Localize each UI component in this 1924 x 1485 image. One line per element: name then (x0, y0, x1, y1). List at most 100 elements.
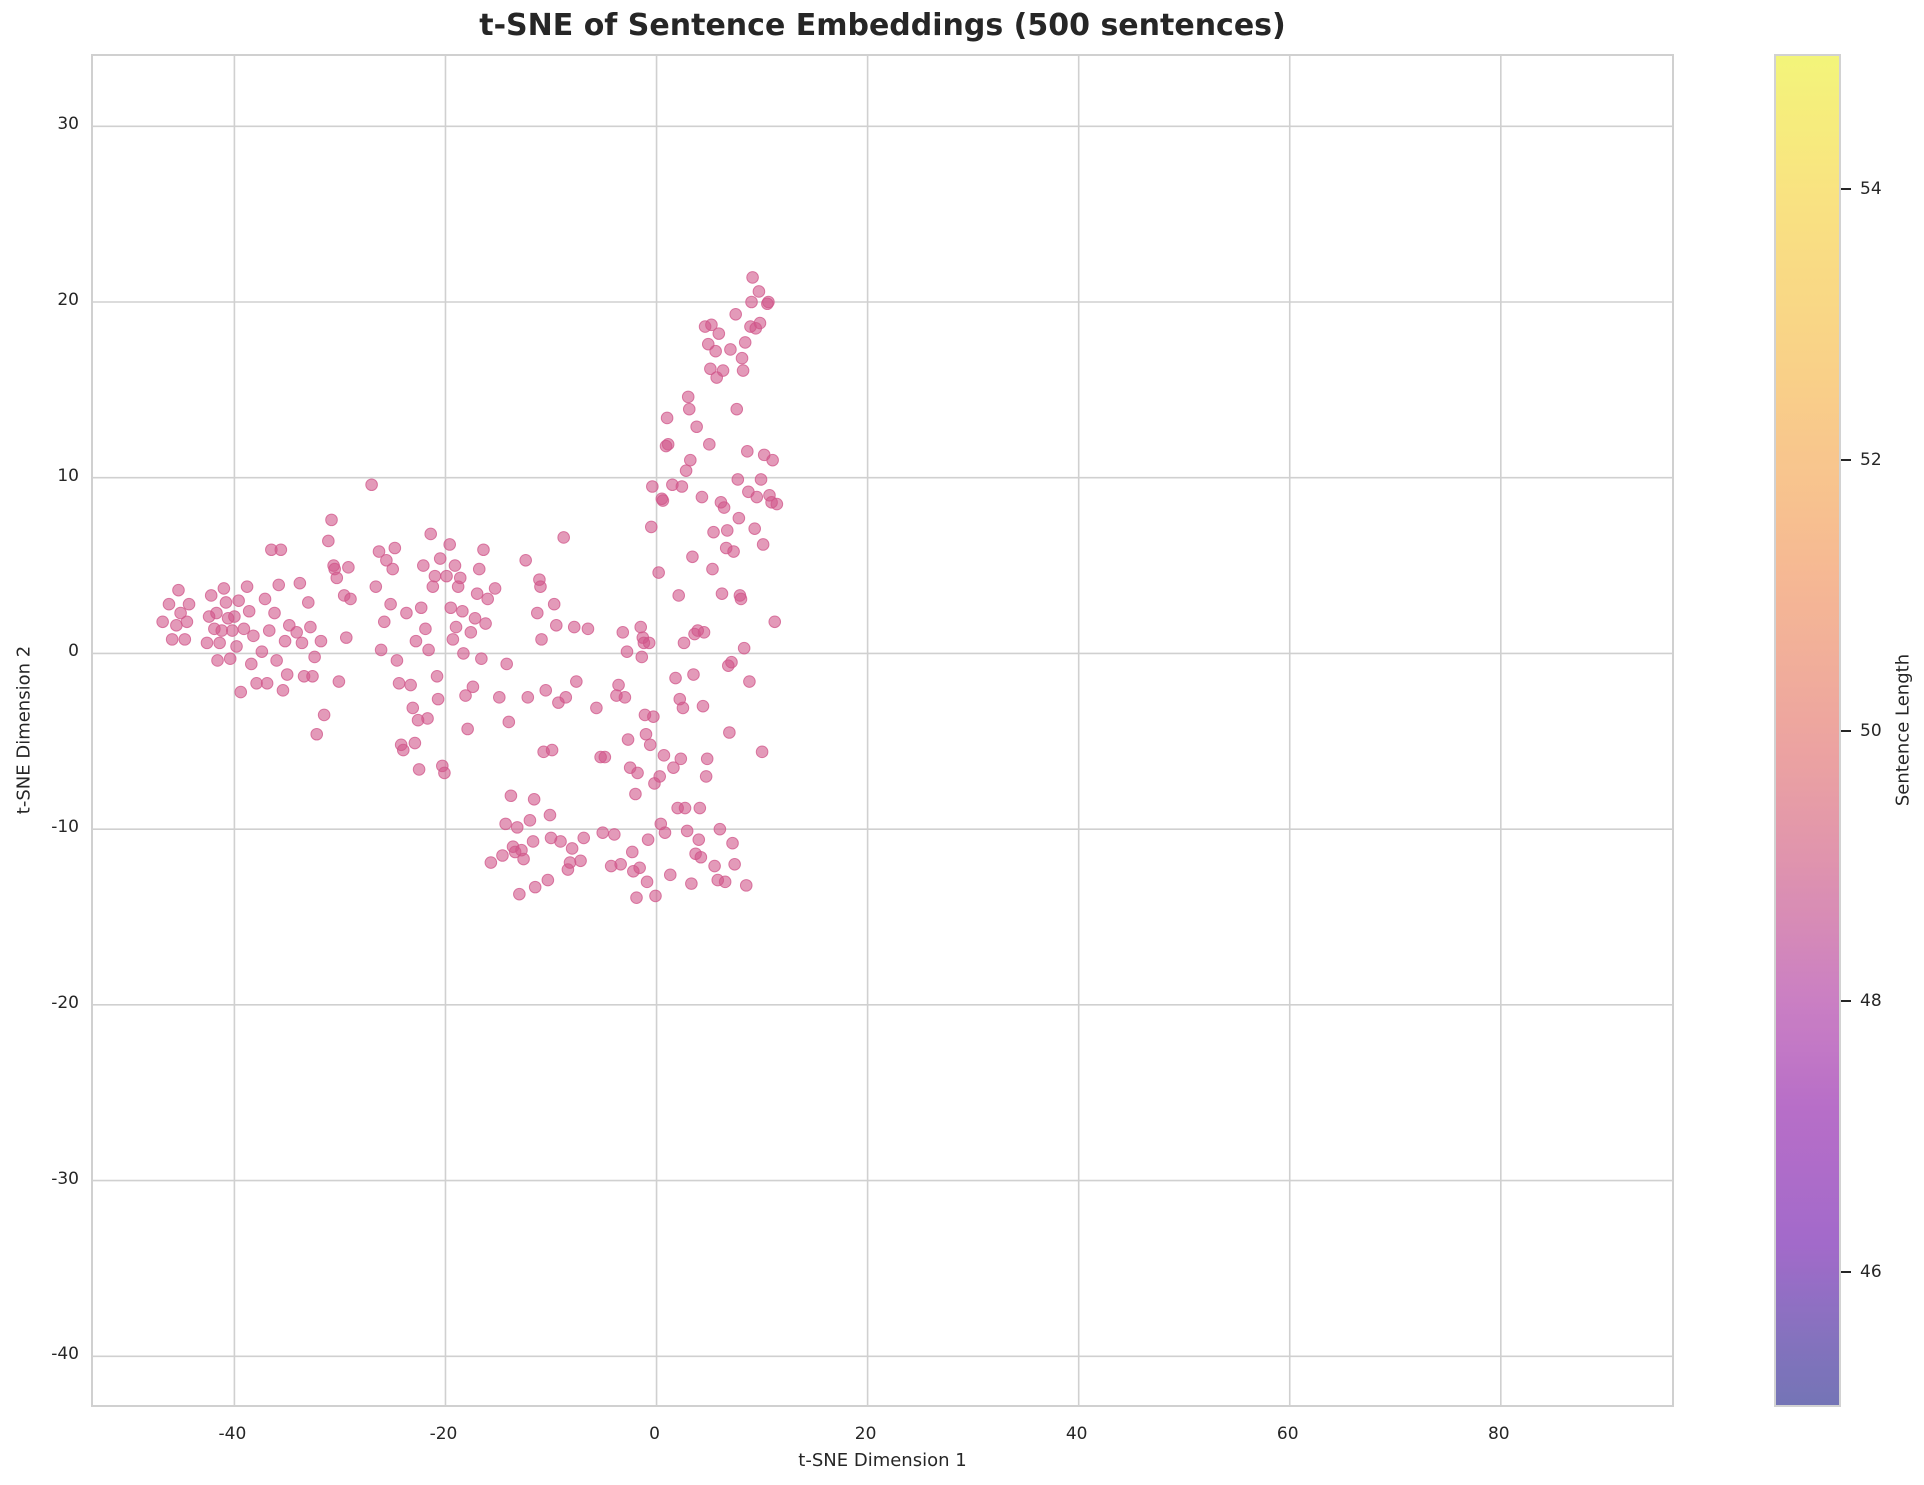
data-point (663, 868, 677, 882)
data-point (459, 689, 472, 702)
data-point (693, 801, 707, 815)
data-point (669, 671, 682, 685)
colorbar-tick-label: 46 (1860, 1261, 1882, 1282)
data-point (535, 633, 548, 646)
data-point (567, 620, 581, 634)
y-tick-label: 30 (57, 114, 79, 135)
data-point (679, 464, 693, 477)
data-point (304, 620, 317, 634)
data-point (461, 722, 474, 736)
data-point (369, 580, 383, 593)
data-point (762, 295, 775, 309)
data-point (245, 657, 258, 671)
data-point (766, 453, 779, 467)
data-point (712, 327, 726, 340)
data-point (770, 497, 784, 511)
data-point (443, 538, 457, 551)
colorbar-label: Sentence Length (1892, 653, 1914, 807)
data-point (226, 624, 239, 637)
data-point (290, 626, 303, 639)
data-point (640, 875, 654, 889)
data-point (232, 594, 245, 608)
data-point (234, 685, 248, 699)
data-point (642, 636, 656, 650)
data-point (754, 473, 768, 486)
data-point (565, 842, 579, 855)
data-point (729, 307, 742, 321)
data-point (748, 522, 761, 535)
data-point (634, 620, 648, 634)
data-point (581, 622, 595, 636)
data-point (541, 873, 555, 887)
data-point (696, 699, 710, 713)
data-point (417, 559, 430, 572)
data-point (422, 643, 435, 657)
data-point (156, 615, 169, 629)
data-point (446, 633, 460, 646)
data-point (543, 808, 557, 822)
y-tick-label: -30 (51, 1168, 79, 1189)
data-point (641, 833, 655, 846)
data-point (421, 712, 434, 725)
data-point (731, 473, 745, 486)
data-point (687, 668, 700, 681)
data-point (510, 821, 524, 834)
data-point (223, 652, 237, 666)
data-point (308, 650, 321, 664)
data-point (293, 576, 307, 590)
data-point (633, 861, 646, 875)
data-point (680, 824, 694, 838)
data-point (549, 619, 563, 632)
data-point (545, 743, 559, 757)
data-point (527, 792, 541, 806)
x-axis-label: t-SNE Dimension 1 (798, 1450, 967, 1471)
data-point (612, 678, 625, 692)
data-point (247, 629, 260, 643)
data-point (178, 633, 192, 646)
data-point (667, 761, 680, 774)
data-point (755, 745, 769, 759)
y-tick-label: 0 (68, 641, 79, 662)
data-point (539, 684, 553, 697)
data-point (390, 654, 404, 667)
data-point (219, 596, 233, 609)
data-point (386, 562, 400, 576)
data-point (481, 592, 494, 606)
data-point (745, 295, 758, 309)
x-tick-label: 20 (854, 1424, 877, 1444)
data-point (521, 691, 535, 704)
data-point (753, 316, 767, 330)
data-point (472, 562, 486, 576)
data-point (694, 850, 708, 864)
data-point (217, 582, 231, 595)
data-point (547, 597, 561, 611)
data-point (230, 640, 243, 653)
data-point (470, 587, 484, 600)
y-tick-label: 20 (57, 290, 79, 310)
data-point (720, 524, 734, 537)
chart-title: t-SNE of Sentence Embeddings (500 senten… (479, 8, 1286, 43)
data-point (165, 633, 179, 646)
data-point (374, 643, 388, 657)
data-point (723, 726, 736, 739)
data-point (449, 620, 463, 634)
x-tick-label: -20 (429, 1424, 458, 1444)
data-point (737, 641, 751, 655)
data-point (697, 626, 711, 639)
data-point (574, 854, 587, 868)
y-axis-label: t-SNE Dimension 2 (13, 645, 35, 815)
data-point (646, 480, 659, 493)
data-point (409, 634, 423, 648)
data-point (310, 727, 324, 741)
data-point (625, 845, 639, 859)
data-point (743, 675, 756, 688)
data-point (728, 857, 741, 871)
data-point (250, 677, 263, 690)
data-point (517, 852, 530, 866)
data-point (408, 736, 422, 750)
data-point (718, 875, 732, 889)
data-point (457, 647, 470, 660)
data-point (750, 490, 764, 504)
y-tick-label: -10 (51, 817, 79, 838)
colorbar-tick-label: 50 (1860, 720, 1882, 741)
